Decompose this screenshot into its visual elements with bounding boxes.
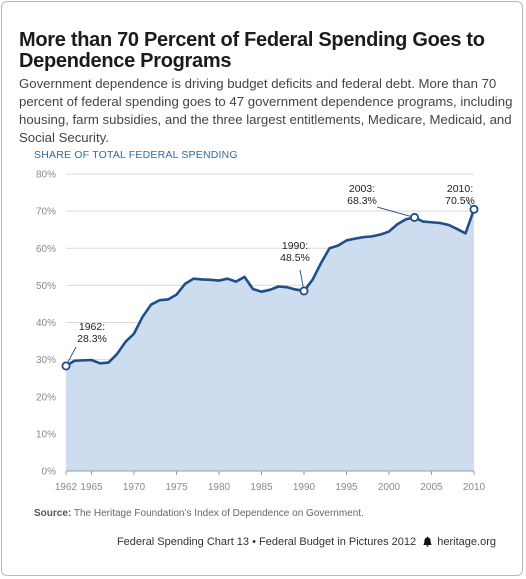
y-tick-label: 30% bbox=[36, 355, 56, 366]
y-tick-label: 80% bbox=[36, 170, 56, 181]
y-tick-label: 60% bbox=[36, 244, 56, 255]
x-tick-label: 1975 bbox=[165, 482, 188, 493]
x-tick-label: 1962 bbox=[55, 482, 78, 493]
liberty-bell-icon bbox=[423, 536, 432, 550]
y-tick-label: 0% bbox=[42, 467, 57, 478]
y-tick-label: 50% bbox=[36, 281, 56, 292]
series-path bbox=[64, 207, 476, 368]
y-tick-label: 20% bbox=[36, 392, 56, 403]
annotation-year: 1962: bbox=[79, 321, 105, 333]
x-tick-label: 2010 bbox=[463, 482, 486, 493]
source-note: Source: The Heritage Foundation’s Index … bbox=[34, 508, 364, 519]
annotation-value: 48.5% bbox=[280, 252, 310, 264]
footer: Federal Spending Chart 13 • Federal Budg… bbox=[117, 536, 496, 550]
x-tick-label: 1980 bbox=[208, 482, 231, 493]
annotation-year: 2010: bbox=[447, 183, 473, 195]
annotation-marker bbox=[409, 212, 419, 222]
x-tick-label: 1965 bbox=[80, 482, 103, 493]
annotations: 1962:28.3% 1990:48.5% 2003:68.3% 2010:70.5% bbox=[61, 183, 479, 371]
x-tick-label: 1995 bbox=[335, 482, 358, 493]
y-axis-label: SHARE OF TOTAL FEDERAL SPENDING bbox=[34, 149, 238, 161]
footer-site: heritage.org bbox=[437, 536, 496, 548]
footer-text: Federal Spending Chart 13 • Federal Budg… bbox=[116, 536, 417, 548]
chart-title: More than 70 Percent of Federal Spending… bbox=[19, 29, 485, 72]
annotation-marker bbox=[469, 204, 479, 214]
y-tick-label: 70% bbox=[36, 207, 56, 218]
annotation-value: 28.3% bbox=[77, 333, 107, 345]
annotation-leader bbox=[376, 206, 415, 218]
annotation-marker bbox=[299, 286, 309, 296]
x-tick-label: 1985 bbox=[250, 482, 273, 493]
annotation-marker bbox=[61, 361, 71, 371]
y-tick-label: 40% bbox=[36, 318, 56, 329]
annotation-year: 1990: bbox=[282, 240, 308, 252]
chart-subtitle: Government dependence is driving budget … bbox=[19, 76, 513, 145]
x-tick-label: 2000 bbox=[378, 482, 401, 493]
source-label: Source: bbox=[34, 508, 72, 519]
annotation-value: 70.5% bbox=[445, 195, 475, 207]
x-tick-label: 1990 bbox=[293, 482, 316, 493]
y-tick-label: 10% bbox=[36, 429, 56, 440]
series-line bbox=[64, 207, 476, 368]
annotation-value: 68.3% bbox=[347, 195, 377, 207]
area-fill bbox=[66, 209, 474, 471]
x-tick-label: 1970 bbox=[123, 482, 146, 493]
axes: 0% 10% 20% 30% 40% 50% 60% 70% 80% 1962 1965 1970 19… bbox=[36, 170, 486, 494]
source-text: The Heritage Foundation’s Index of Depen… bbox=[73, 508, 364, 519]
area-shape bbox=[66, 209, 474, 471]
annotation-year: 2003: bbox=[349, 183, 375, 195]
x-tick-label: 2005 bbox=[420, 482, 443, 493]
